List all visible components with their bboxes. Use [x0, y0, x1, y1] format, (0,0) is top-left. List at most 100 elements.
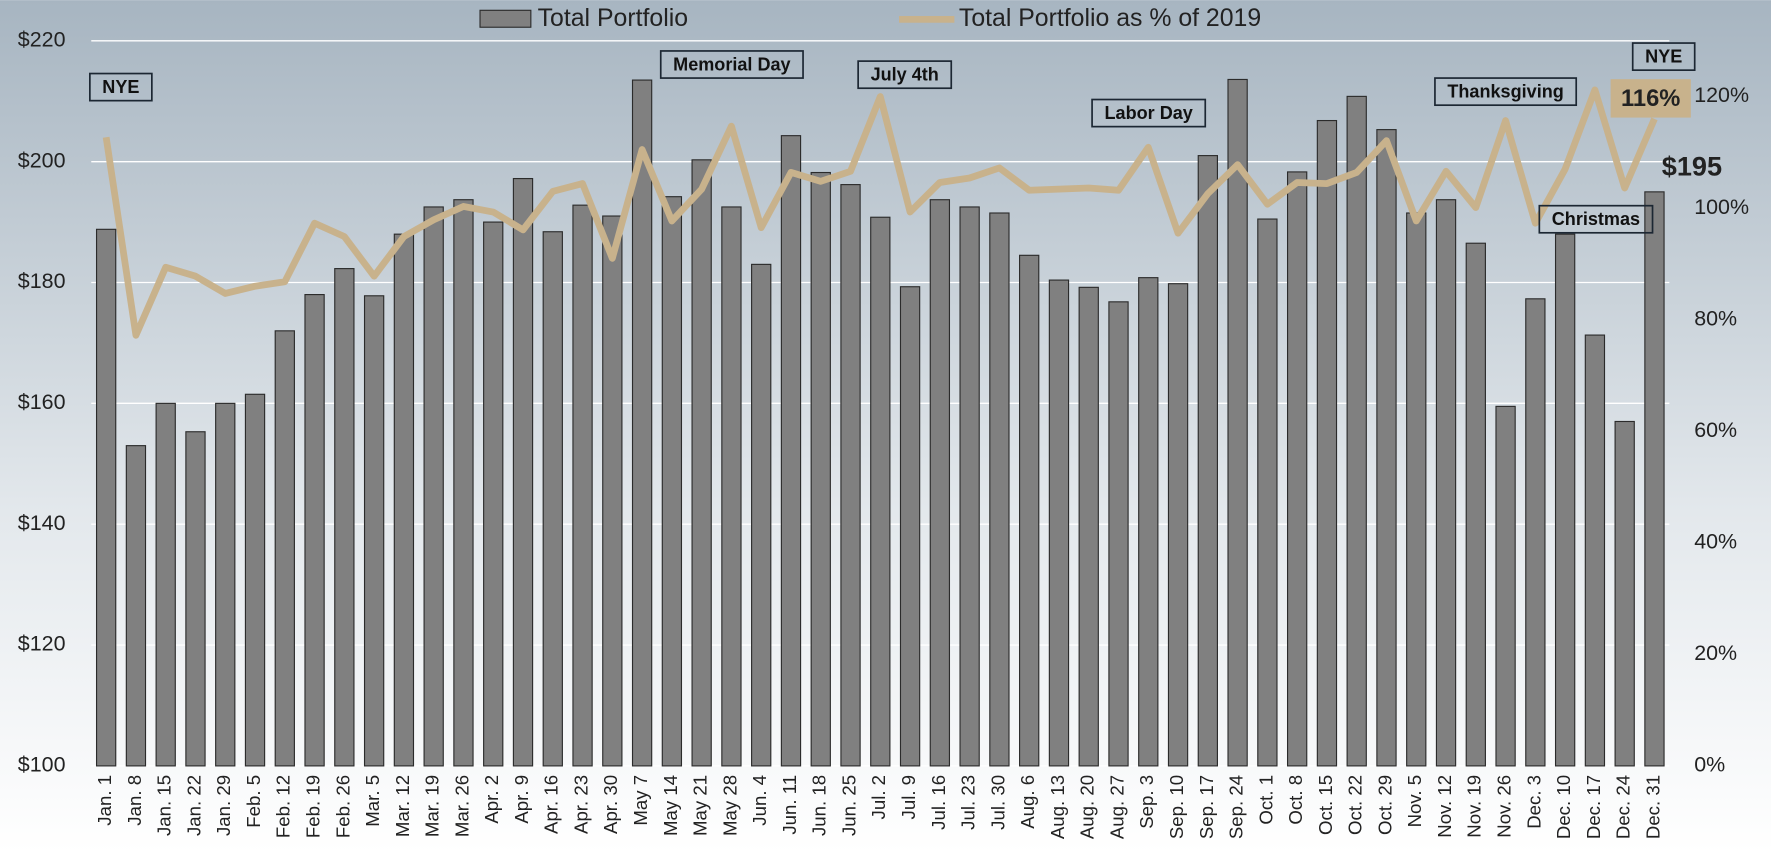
y-tick-label: $140 — [18, 511, 66, 535]
x-tick-label: Jun. 4 — [749, 775, 770, 826]
x-tick-label: Mar. 19 — [422, 775, 443, 837]
x-tick-label: Mar. 26 — [451, 775, 472, 837]
line — [102, 86, 1658, 339]
bar — [215, 402, 236, 767]
y-tick-label: $120 — [18, 632, 66, 656]
legend-label: Total Portfolio — [538, 5, 688, 32]
bar — [1495, 405, 1516, 767]
x-tick-label: Jul. 16 — [928, 775, 949, 830]
x-tick-label: Aug. 13 — [1047, 775, 1068, 839]
bar — [1644, 191, 1665, 767]
x-tick-label: Feb. 19 — [302, 775, 323, 838]
x-tick-label: Nov. 12 — [1434, 775, 1455, 838]
x-tick-label: Mar. 12 — [392, 775, 413, 837]
y2-tick-label: 40% — [1694, 529, 1737, 553]
x-tick-label: Sep. 10 — [1166, 775, 1187, 839]
y2-tick-label: 20% — [1694, 641, 1737, 665]
x-tick-label: Apr. 2 — [481, 775, 502, 824]
bar — [721, 206, 742, 767]
bar — [1554, 233, 1576, 767]
x-tick-label: Feb. 5 — [243, 775, 264, 828]
bar — [185, 431, 206, 767]
y-tick-label: $160 — [18, 390, 66, 414]
x-tick-label: Jul. 9 — [898, 775, 919, 820]
annotation: Labor Day — [1105, 103, 1193, 123]
bar — [423, 206, 444, 767]
x-tick-label: Apr. 30 — [600, 775, 621, 834]
bar — [1108, 301, 1129, 767]
x-tick-label: Mar. 5 — [362, 775, 383, 827]
bar — [512, 177, 534, 767]
x-tick-label: Feb. 12 — [273, 775, 294, 838]
bar — [810, 171, 831, 767]
bar — [959, 206, 980, 767]
bar — [483, 221, 504, 767]
annotation-box — [659, 50, 804, 79]
x-tick-label: Sep. 3 — [1136, 775, 1157, 829]
x-tick-label: May 28 — [719, 775, 740, 836]
y2-tick-label: 60% — [1694, 418, 1737, 442]
x-tick-label: May 7 — [630, 775, 651, 826]
x-tick-label: Dec. 17 — [1583, 775, 1604, 839]
bar — [1286, 171, 1308, 767]
bar — [1316, 119, 1338, 767]
x-tick-label: Jul. 2 — [868, 775, 889, 820]
x-tick-label: Nov. 26 — [1494, 775, 1515, 838]
data-label-box — [1610, 79, 1691, 118]
x-tick-label: Oct. 29 — [1374, 775, 1395, 835]
bar — [1584, 334, 1606, 767]
bar — [1257, 218, 1278, 767]
bar — [1197, 155, 1218, 767]
x-tick-label: Nov. 19 — [1464, 775, 1485, 838]
bar — [1138, 277, 1159, 767]
bar — [899, 286, 921, 767]
bar — [1048, 279, 1070, 767]
bar — [1465, 242, 1486, 767]
x-tick-label: Aug. 27 — [1106, 775, 1127, 839]
bar — [840, 184, 861, 767]
x-tick-label: Jan. 1 — [94, 775, 115, 826]
bar — [363, 295, 385, 767]
bar — [95, 228, 117, 767]
bar — [780, 135, 802, 767]
annotation-box — [89, 72, 153, 102]
annotation-box — [1434, 77, 1578, 107]
bar — [1406, 212, 1427, 767]
x-tick-label: Aug. 6 — [1017, 775, 1038, 829]
bar — [572, 204, 593, 767]
x-tick-label: Nov. 5 — [1404, 775, 1425, 827]
x-tick-label: Oct. 8 — [1285, 775, 1306, 825]
bar — [334, 268, 355, 767]
x-tick-label: Jul. 30 — [987, 775, 1008, 830]
bar — [125, 445, 147, 767]
annotation-box — [1631, 42, 1696, 72]
bar — [1525, 298, 1546, 767]
bar — [1227, 78, 1248, 767]
y2-tick-label: 80% — [1694, 306, 1737, 330]
y-tick-label: $180 — [18, 269, 66, 293]
bar — [870, 216, 891, 767]
x-tick-label: Apr. 16 — [541, 775, 562, 834]
y-tick-label: $100 — [18, 753, 66, 777]
legend-swatch — [479, 9, 532, 28]
x-tick-label: Oct. 1 — [1255, 775, 1276, 825]
y2-tick-label: 120% — [1694, 83, 1749, 107]
bar — [602, 215, 623, 767]
bar — [1019, 254, 1040, 767]
annotation: NYE — [102, 77, 139, 97]
bar — [393, 233, 415, 767]
bar — [304, 294, 325, 767]
x-tick-label: Oct. 22 — [1345, 775, 1366, 835]
bar — [751, 263, 772, 767]
data-label: 116% — [1621, 86, 1680, 112]
y-tick-label: $200 — [18, 148, 66, 172]
x-tick-label: Aug. 20 — [1077, 775, 1098, 839]
bar — [929, 199, 951, 767]
annotation: NYE — [1645, 46, 1682, 66]
x-tick-label: Jun. 11 — [779, 775, 800, 835]
annotation: Thanksgiving — [1447, 82, 1563, 102]
bar — [1614, 420, 1635, 767]
x-tick-label: Dec. 10 — [1553, 775, 1574, 839]
